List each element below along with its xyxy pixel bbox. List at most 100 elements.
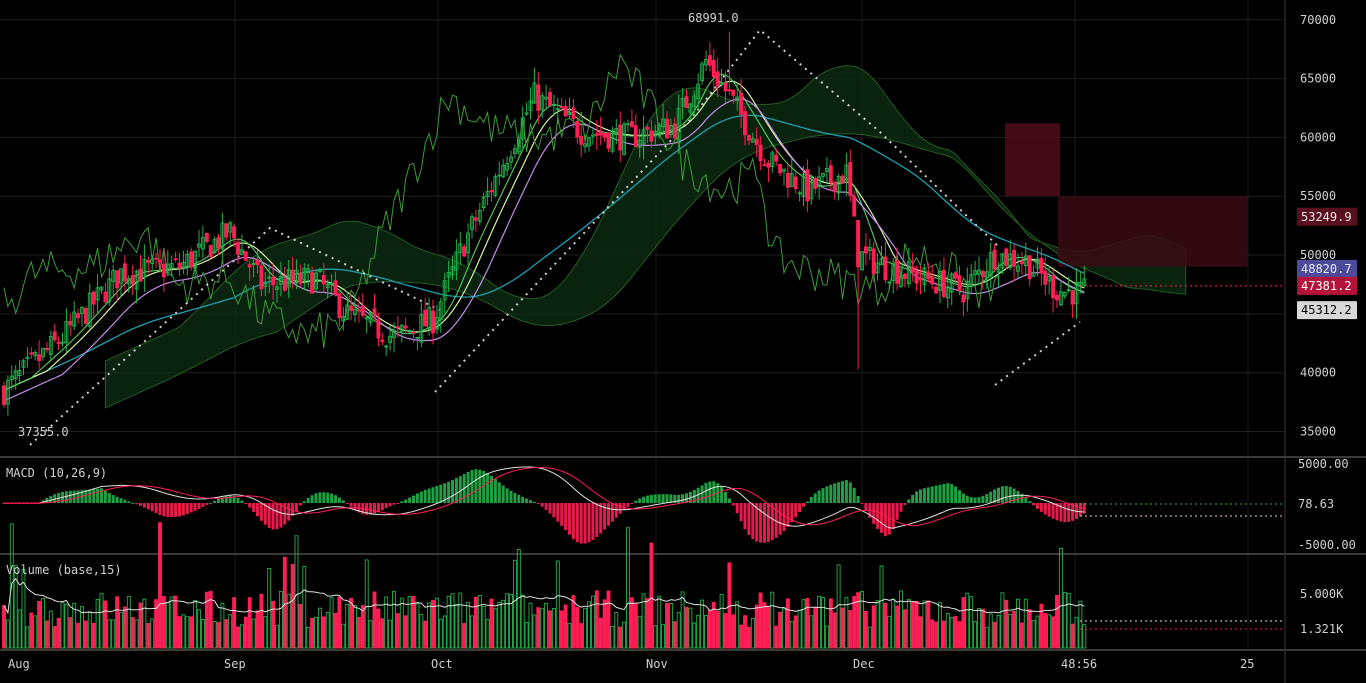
volume-bar [610, 625, 615, 649]
volume-bar [1082, 624, 1087, 649]
candle-body [403, 325, 408, 329]
volume-bar [56, 617, 61, 649]
candle-body [368, 312, 373, 323]
volume-bar [193, 600, 198, 649]
candle-body [1008, 253, 1013, 269]
candle-body [395, 326, 400, 329]
macd-histogram-bar [958, 490, 961, 503]
candle-body [165, 263, 170, 274]
volume-label[interactable]: Volume (base,15) [6, 563, 122, 577]
volume-bar [891, 598, 896, 649]
candle-body [477, 209, 482, 222]
macd-histogram-bar [946, 483, 950, 503]
candle-body [809, 175, 814, 200]
time-tick-label: Oct [431, 657, 453, 671]
macd-histogram-bar [607, 503, 610, 526]
volume-bar [715, 610, 720, 649]
volume-bar [115, 596, 120, 649]
price-tag-label: 48820.7 [1301, 262, 1352, 276]
volume-bar [314, 616, 318, 649]
candle-body [895, 260, 900, 284]
candle-body [271, 276, 276, 286]
candle-body [992, 249, 997, 270]
volume-bar [294, 535, 299, 649]
volume-bar [965, 592, 970, 649]
macd-label[interactable]: MACD (10,26,9) [6, 466, 108, 480]
volume-bar [676, 612, 681, 649]
macd-histogram-bar [579, 503, 583, 544]
macd-histogram-bar [326, 492, 330, 503]
volume-bar [126, 595, 131, 649]
candle-body [181, 261, 186, 269]
macd-histogram-bar [899, 503, 903, 512]
macd-histogram-bar [1043, 503, 1047, 515]
macd-histogram-bar [981, 495, 985, 503]
volume-bar [934, 621, 939, 649]
volume-bar [672, 621, 677, 649]
macd-histogram-bar [103, 490, 107, 503]
macd-histogram-bar [1047, 503, 1051, 517]
volume-bar [302, 566, 307, 649]
candle-body [984, 271, 989, 279]
volume-bar [442, 615, 447, 649]
volume-bar [185, 616, 190, 649]
macd-histogram-bar [622, 503, 626, 511]
candle-body [115, 270, 120, 289]
candle-body [255, 259, 260, 266]
macd-histogram-bar [431, 487, 435, 503]
macd-histogram-bar [419, 491, 423, 503]
macd-histogram-bar [837, 482, 841, 503]
volume-bar [524, 622, 529, 649]
volume-bar [1019, 622, 1024, 649]
candle-body [489, 190, 494, 193]
candle-body [228, 222, 233, 233]
volume-bar [883, 602, 888, 649]
candle-body [1074, 281, 1079, 305]
candle-body [294, 269, 299, 283]
candle-body [637, 140, 642, 148]
macd-histogram-bar [993, 489, 997, 503]
macd-histogram-bar [482, 470, 486, 503]
volume-bar [528, 602, 533, 649]
candle-body [797, 192, 802, 195]
candle-body [197, 243, 201, 248]
macd-histogram-bar [587, 503, 591, 543]
macd-histogram-bar [64, 491, 68, 503]
dotted-trend-line [29, 226, 441, 446]
macd-histogram-bar [802, 503, 805, 507]
candle-body [243, 251, 248, 261]
candle-body [957, 275, 962, 292]
macd-histogram-bar [162, 503, 166, 517]
candle-body [559, 106, 564, 109]
candle-body [29, 352, 34, 355]
macd-histogram-bar [720, 486, 724, 503]
candle-body [306, 268, 311, 274]
macd-histogram-bar [571, 503, 575, 540]
candle-body [661, 118, 666, 128]
macd-histogram-bar [817, 490, 821, 503]
macd-histogram-bar [525, 498, 529, 503]
macd-histogram-bar [447, 481, 451, 503]
macd-histogram-bar [825, 486, 829, 503]
macd-histogram-bar [864, 503, 868, 512]
cloud-future-peak [1005, 123, 1060, 197]
macd-histogram-bar [349, 503, 353, 507]
volume-bar [856, 592, 861, 649]
candle-body [641, 129, 646, 145]
macd-histogram-bar [922, 488, 926, 503]
candle-body [146, 259, 151, 263]
candle-body [977, 269, 981, 275]
macd-histogram-bar [774, 503, 778, 538]
candle-body [21, 360, 26, 368]
volume-bar [37, 600, 42, 649]
volume-bar [992, 621, 997, 649]
macd-histogram-bar [158, 503, 162, 515]
candle-body [501, 164, 506, 178]
macd-histogram-bar [408, 497, 412, 503]
candle-body [707, 55, 712, 66]
volume-bar [1062, 591, 1067, 649]
volume-bar [587, 601, 591, 649]
volume-bar [1058, 548, 1063, 649]
macd-histogram-bar [396, 503, 400, 504]
candle-body [314, 272, 318, 290]
